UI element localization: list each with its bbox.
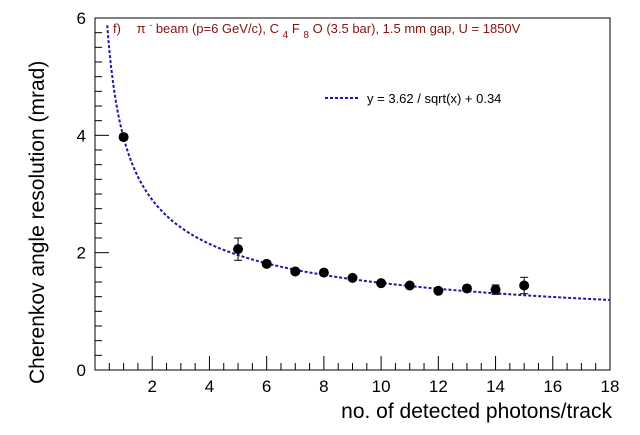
data-marker xyxy=(404,280,415,291)
x-tick-label: 10 xyxy=(372,377,391,396)
data-marker xyxy=(290,266,301,277)
data-point xyxy=(519,276,530,295)
x-tick-label: 8 xyxy=(319,377,328,396)
data-point xyxy=(118,132,129,143)
x-tick-label: 12 xyxy=(429,377,448,396)
data-point xyxy=(261,258,272,269)
x-tick-label: 2 xyxy=(147,377,156,396)
plot-frame xyxy=(94,17,611,371)
data-marker xyxy=(433,285,444,296)
data-marker xyxy=(519,280,530,291)
data-points xyxy=(118,132,530,296)
data-point xyxy=(404,280,415,291)
data-point xyxy=(347,272,358,283)
y-tick-label: 6 xyxy=(77,9,86,28)
y-tick-label: 2 xyxy=(77,244,86,263)
data-marker xyxy=(347,272,358,283)
x-tick-label: 14 xyxy=(486,377,505,396)
data-point xyxy=(290,266,301,277)
data-point xyxy=(233,237,244,261)
y-axis-ticks: 0 2 4 6 xyxy=(77,9,109,380)
data-marker xyxy=(261,258,272,269)
data-marker xyxy=(376,278,387,289)
fit-curve xyxy=(106,25,611,301)
data-point xyxy=(461,283,472,294)
data-marker xyxy=(118,132,129,143)
y-tick-label: 4 xyxy=(77,126,86,145)
data-point xyxy=(376,278,387,289)
x-tick-label: 16 xyxy=(543,377,562,396)
data-marker xyxy=(318,267,329,278)
data-point xyxy=(318,267,329,278)
y-axis-title: Cherenkov angle resolution (mrad) xyxy=(26,61,49,384)
x-tick-label: 4 xyxy=(205,377,214,396)
annotation: f) π - beam (p=6 GeV/c), C 4 F 8 O (3.5 … xyxy=(113,16,521,41)
y-tick-label: 0 xyxy=(77,361,86,380)
x-tick-label: 18 xyxy=(601,377,620,396)
data-marker xyxy=(490,284,501,295)
x-tick-label: 6 xyxy=(262,377,271,396)
data-marker xyxy=(233,244,244,255)
data-point xyxy=(490,284,501,295)
data-marker xyxy=(461,283,472,294)
x-axis-ticks: 2 4 6 8 10 12 14 16 18 xyxy=(94,356,620,396)
legend-text: y = 3.62 / sqrt(x) + 0.34 xyxy=(367,91,501,106)
data-point xyxy=(433,285,444,296)
x-axis-title: no. of detected photons/track xyxy=(341,400,612,423)
